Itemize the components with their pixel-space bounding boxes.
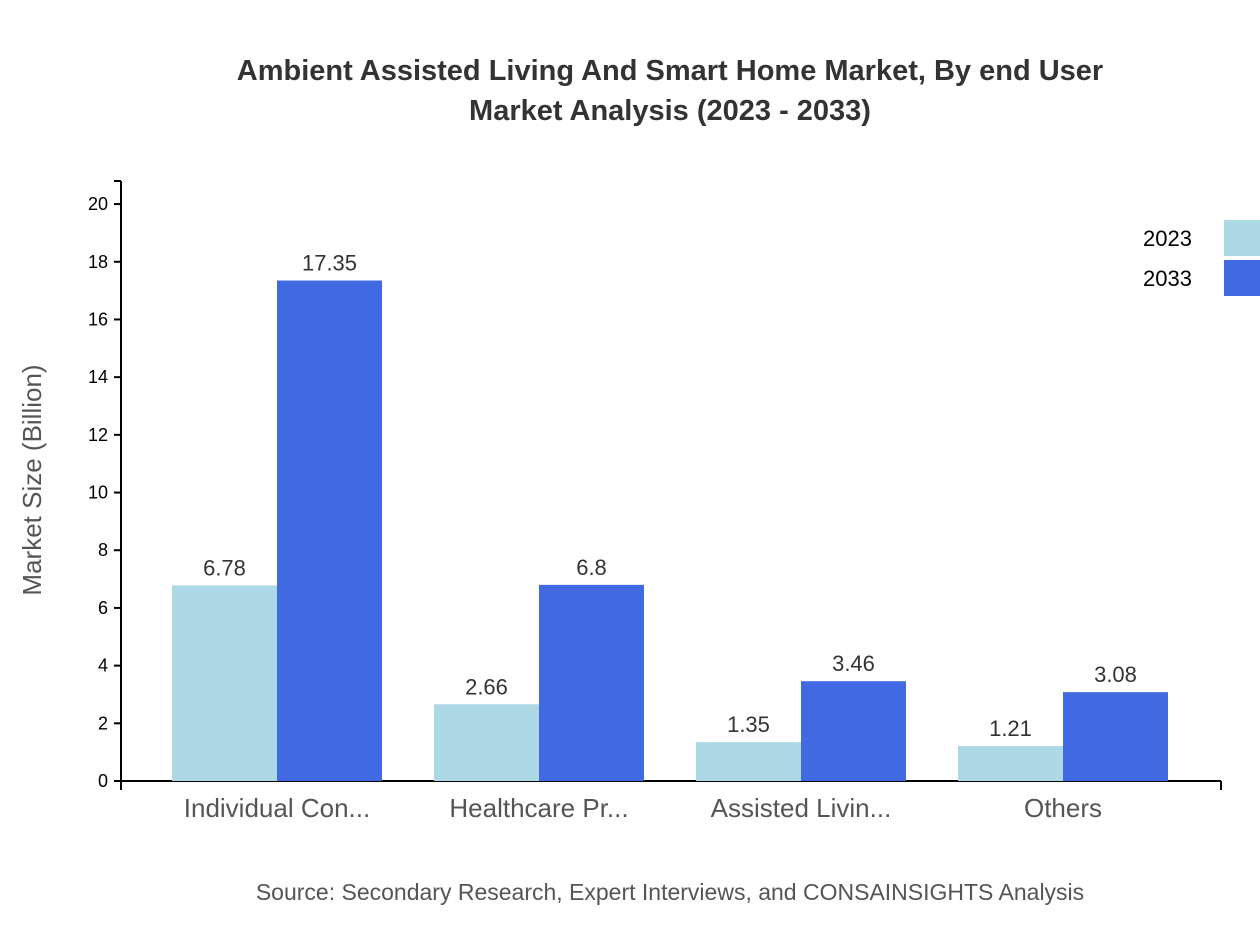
- data-label: 1.35: [727, 712, 770, 737]
- y-axis-label: Market Size (Billion): [17, 364, 47, 595]
- y-tick-label: 12: [88, 425, 108, 445]
- x-tick-label: Assisted Livin...: [711, 793, 892, 823]
- y-tick-label: 6: [98, 598, 108, 618]
- legend-label: 2033: [1143, 266, 1192, 291]
- y-tick-label: 14: [88, 367, 108, 387]
- legend-swatch: [1224, 260, 1260, 296]
- bar-2023: [434, 704, 539, 781]
- legend-swatch: [1224, 220, 1260, 256]
- data-label: 6.78: [203, 555, 246, 580]
- y-tick-label: 10: [88, 483, 108, 503]
- y-tick-label: 2: [98, 713, 108, 733]
- bar-2023: [172, 585, 277, 781]
- bar-2033: [539, 584, 644, 781]
- source-note: Source: Secondary Research, Expert Inter…: [256, 879, 1084, 905]
- data-label: 3.46: [832, 651, 875, 676]
- data-label: 3.08: [1094, 662, 1137, 687]
- y-tick-label: 20: [88, 194, 108, 214]
- chart-subtitle: Market Analysis (2023 - 2033): [469, 95, 871, 127]
- data-label: 1.21: [989, 716, 1032, 741]
- y-tick-label: 0: [98, 771, 108, 791]
- y-tick-label: 16: [88, 309, 108, 329]
- bar-2023: [958, 746, 1063, 781]
- data-label: 17.35: [302, 251, 357, 276]
- y-tick-label: 8: [98, 540, 108, 560]
- data-label: 2.66: [465, 674, 508, 699]
- data-label: 6.8: [576, 555, 607, 580]
- bar-2033: [1063, 692, 1168, 781]
- legend-label: 2023: [1143, 226, 1192, 251]
- chart-title: Ambient Assisted Living And Smart Home M…: [237, 55, 1103, 87]
- x-tick-label: Individual Con...: [184, 793, 370, 823]
- y-tick-label: 18: [88, 252, 108, 272]
- bar-2033: [801, 681, 906, 781]
- bar-2033: [277, 280, 382, 781]
- x-tick-label: Healthcare Pr...: [449, 793, 628, 823]
- bar-2023: [696, 742, 801, 781]
- x-tick-label: Others: [1024, 793, 1102, 823]
- y-tick-label: 4: [98, 656, 108, 676]
